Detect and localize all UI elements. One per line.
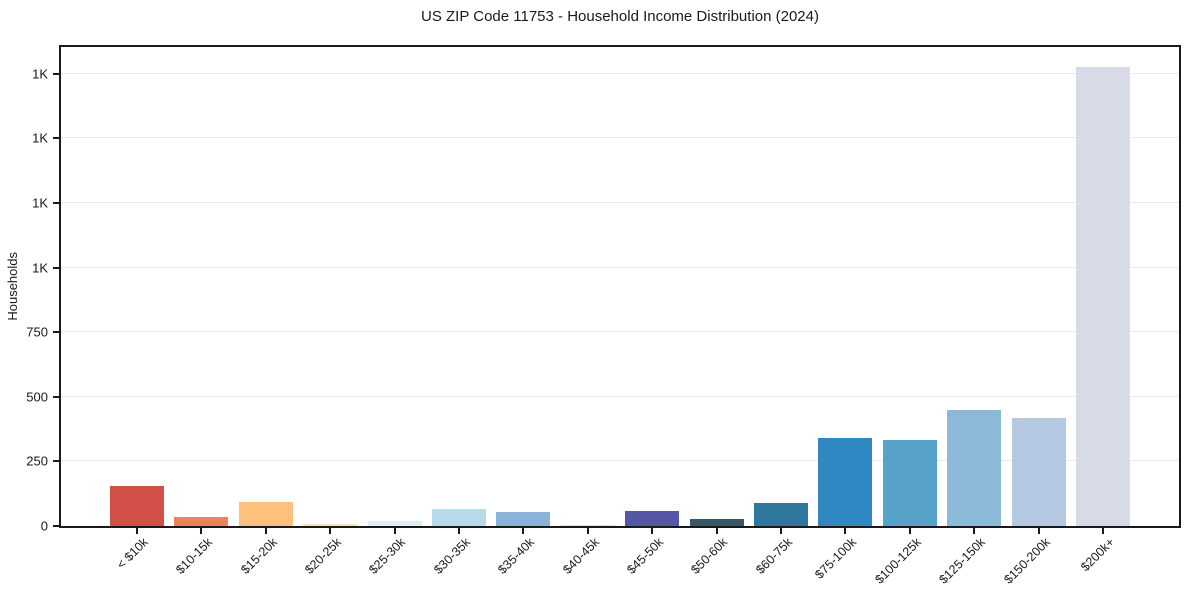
bar-75-100k <box>818 437 873 526</box>
gridline <box>61 460 1179 462</box>
gridline <box>61 137 1179 139</box>
x-tick-label: $200k+ <box>1077 535 1117 575</box>
x-tick-label: $20-25k <box>302 535 345 577</box>
x-tick-mark <box>393 528 396 534</box>
x-tick-mark <box>264 528 267 534</box>
x-tick-label: $10-15k <box>173 535 216 577</box>
x-tick-label: $45-50k <box>624 535 667 577</box>
y-tick-label: 1K <box>32 195 48 211</box>
x-tick-mark <box>844 528 847 534</box>
x-tick-mark <box>200 528 203 534</box>
y-tick-mark <box>53 137 59 140</box>
x-tick-label: $25-30k <box>366 535 409 577</box>
x-tick-mark <box>780 528 782 534</box>
gridline <box>61 331 1179 333</box>
bar-15-20k <box>238 502 293 526</box>
chart-title: US ZIP Code 11753 - Household Income Dis… <box>421 8 819 25</box>
y-tick-label: 250 <box>26 453 48 469</box>
x-tick-mark <box>1102 528 1104 534</box>
bar-10-15k <box>174 516 229 526</box>
y-tick-label: 1K <box>32 66 48 82</box>
y-tick-mark <box>53 525 59 527</box>
x-tick-mark <box>458 528 460 534</box>
y-tick-mark <box>53 266 59 269</box>
bar-20-25k <box>303 523 358 526</box>
x-tick-label: $40-45k <box>559 535 602 577</box>
bar-10k <box>110 485 164 526</box>
x-tick-mark <box>651 528 654 534</box>
x-tick-label: $50-60k <box>688 535 731 577</box>
x-tick-label: $60-75k <box>753 535 795 577</box>
y-tick-mark <box>53 202 59 205</box>
x-tick-mark <box>329 528 332 534</box>
bar-30-35k <box>432 509 486 526</box>
x-tick-mark <box>522 528 525 534</box>
x-tick-label: $30-35k <box>431 535 473 577</box>
x-tick-label: $75-100k <box>812 535 860 582</box>
bar-60-75k <box>754 503 808 526</box>
bar-100-125k <box>882 439 937 526</box>
x-tick-mark <box>973 528 976 534</box>
y-tick-mark <box>53 72 59 75</box>
x-tick-mark <box>136 528 138 534</box>
y-tick-label: 0 <box>40 518 48 534</box>
bar-40-45k <box>560 525 615 526</box>
gridline <box>61 202 1179 204</box>
y-tick-mark <box>53 395 59 398</box>
bar-200k <box>1076 66 1130 526</box>
x-tick-label: $35-40k <box>495 535 538 577</box>
bar-45-50k <box>625 511 680 526</box>
x-tick-label: $100-125k <box>872 535 924 587</box>
x-tick-mark <box>586 528 589 534</box>
x-tick-label: $150-200k <box>1000 535 1053 587</box>
bar-150-200k <box>1011 417 1066 526</box>
bar-25-30k <box>367 520 422 526</box>
x-tick-mark <box>715 528 718 534</box>
y-tick-label: 750 <box>26 324 48 340</box>
gridline <box>61 72 1179 74</box>
gridline <box>61 266 1179 268</box>
y-tick-label: 500 <box>26 389 48 405</box>
bar-35-40k <box>496 512 551 526</box>
plot-area <box>59 45 1181 528</box>
x-tick-label: < $10k <box>114 535 151 572</box>
x-tick-label: $15-20k <box>237 535 280 577</box>
bar-125-150k <box>947 409 1002 526</box>
x-tick-mark <box>1037 528 1040 534</box>
y-tick-label: 1K <box>32 130 48 146</box>
bar-50-60k <box>689 518 744 526</box>
y-tick-mark <box>53 460 59 463</box>
y-tick-label: 1K <box>32 260 48 276</box>
y-tick-mark <box>53 331 59 334</box>
x-tick-label: $125-150k <box>936 535 989 587</box>
gridline <box>61 395 1179 397</box>
x-tick-mark <box>908 528 911 534</box>
